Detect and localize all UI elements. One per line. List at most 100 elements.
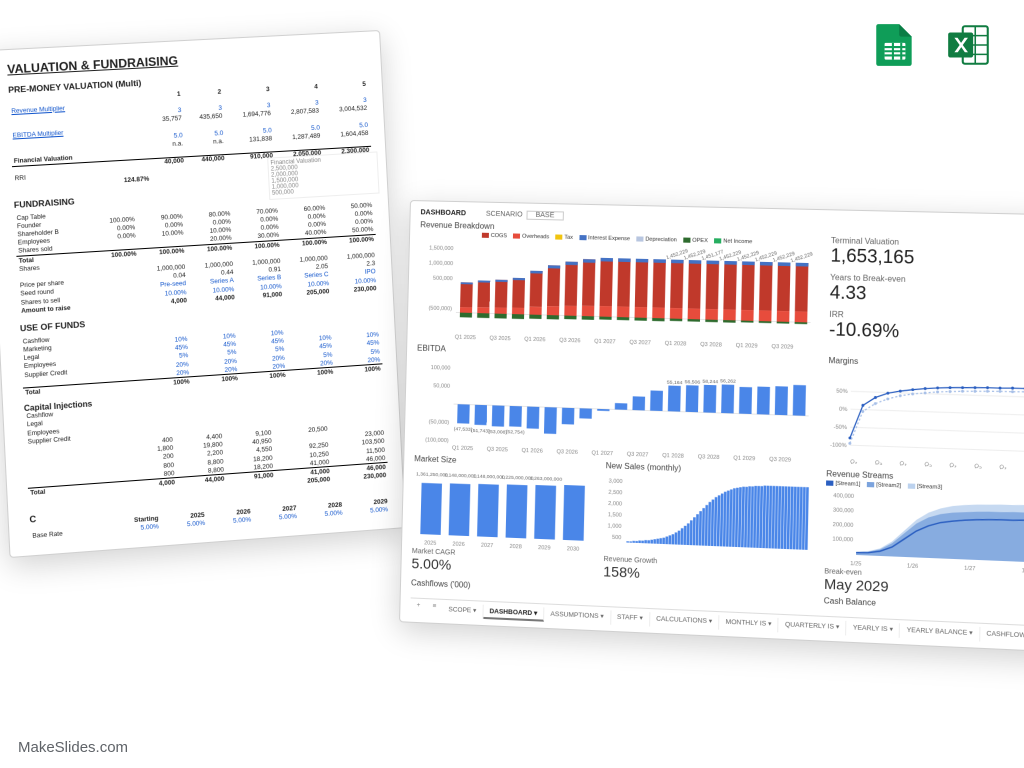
svg-text:(51,743): (51,743) bbox=[471, 428, 490, 435]
svg-text:(100,000): (100,000) bbox=[425, 437, 449, 444]
svg-text:Q1 2026: Q1 2026 bbox=[524, 337, 545, 344]
svg-text:1/26: 1/26 bbox=[907, 563, 918, 570]
svg-text:Q3 2026: Q3 2026 bbox=[556, 449, 578, 456]
svg-text:50%: 50% bbox=[836, 389, 848, 396]
kpi-termval: 1,653,165 bbox=[830, 245, 1024, 274]
svg-text:Q1 2025: Q1 2025 bbox=[452, 445, 473, 452]
svg-text:Q1 2028: Q1 2028 bbox=[997, 464, 1019, 473]
svg-text:2030: 2030 bbox=[567, 546, 580, 553]
svg-text:55,164: 55,164 bbox=[667, 379, 683, 386]
cashbal-title: Cash Balance bbox=[824, 596, 1024, 618]
margins-panel: Margins Gross MarginNet Margin 50%0%-50%… bbox=[826, 356, 1024, 476]
tab-yearly-balance[interactable]: YEARLY BALANCE ▾ bbox=[900, 623, 980, 641]
dashboard-sheet: DASHBOARD SCENARIO BASE Revenue Breakdow… bbox=[399, 200, 1024, 656]
margins-chart: 50%0%-50%-100%Q1 2025Q3 2025Q1 2026Q3 20… bbox=[826, 375, 1024, 472]
svg-text:(500,000): (500,000) bbox=[428, 306, 452, 313]
svg-text:1/27: 1/27 bbox=[964, 566, 975, 573]
scenario-selector[interactable]: BASE bbox=[526, 211, 563, 221]
svg-text:(50,000): (50,000) bbox=[429, 419, 450, 426]
excel-icon bbox=[944, 20, 994, 70]
svg-text:Q3 2027: Q3 2027 bbox=[627, 452, 649, 459]
svg-text:300,000: 300,000 bbox=[833, 508, 854, 515]
tab-scope[interactable]: SCOPE ▾ bbox=[442, 603, 483, 619]
svg-text:200,000: 200,000 bbox=[833, 522, 854, 529]
svg-text:2028: 2028 bbox=[509, 544, 521, 551]
svg-text:Q1 2027: Q1 2027 bbox=[594, 339, 616, 346]
svg-text:Q3 2029: Q3 2029 bbox=[769, 457, 791, 464]
tab-calculations[interactable]: CALCULATIONS ▾ bbox=[650, 612, 720, 630]
revenue-chart: 1,500,0001,000,000500,000(500,000)1,452,… bbox=[417, 239, 816, 351]
captable: Cap TableFounder100.00%90.00%80.00%70.00… bbox=[14, 193, 378, 315]
svg-text:400,000: 400,000 bbox=[833, 493, 854, 500]
svg-text:Q1 2027: Q1 2027 bbox=[947, 462, 969, 473]
revenue-breakdown-panel: Revenue Breakdown COGSOverheadsTaxIntere… bbox=[417, 220, 816, 351]
svg-text:Q1 2026: Q1 2026 bbox=[898, 460, 920, 472]
svg-text:Q1 2028: Q1 2028 bbox=[665, 341, 687, 348]
sheets-menu-button[interactable]: ≡ bbox=[426, 602, 442, 617]
svg-text:500,000: 500,000 bbox=[433, 276, 453, 283]
svg-text:1,263,000,000: 1,263,000,000 bbox=[530, 476, 563, 483]
svg-text:Q3 2026: Q3 2026 bbox=[559, 338, 580, 345]
tab-cashflow[interactable]: CASHFLOW ▾ bbox=[980, 627, 1024, 644]
svg-text:-100%: -100% bbox=[830, 442, 847, 449]
svg-text:(47,533): (47,533) bbox=[454, 426, 473, 433]
tab-dashboard[interactable]: DASHBOARD ▾ bbox=[483, 605, 544, 622]
svg-text:2025: 2025 bbox=[424, 540, 436, 547]
svg-text:Q3 2026: Q3 2026 bbox=[923, 461, 945, 472]
svg-text:100,000: 100,000 bbox=[431, 365, 451, 372]
svg-text:500: 500 bbox=[612, 535, 621, 542]
svg-text:Q1 2028: Q1 2028 bbox=[662, 453, 684, 460]
app-icons bbox=[870, 20, 994, 70]
revstreams-chart: 400,000 300,000 200,000 100,000 1/25 1/26 1/27… bbox=[824, 489, 1024, 577]
svg-text:Q3 2029: Q3 2029 bbox=[771, 344, 793, 351]
svg-text:Q3 2025: Q3 2025 bbox=[487, 447, 508, 454]
market-chart: 1,361,250,0001,148,000,0001,148,000,0001… bbox=[412, 465, 595, 553]
google-sheets-icon bbox=[870, 20, 920, 70]
row3-left: Market Size 1,361,250,0001,148,000,0001,… bbox=[411, 454, 811, 591]
svg-text:Q3 2025: Q3 2025 bbox=[489, 336, 510, 343]
newsales-chart: 3,0002,5002,0001,5001,000500 bbox=[604, 472, 812, 562]
svg-text:Q1 2027: Q1 2027 bbox=[592, 450, 614, 457]
kpi-irr: -10.69% bbox=[829, 319, 1024, 349]
svg-text:58,244: 58,244 bbox=[702, 379, 718, 386]
svg-text:2,000: 2,000 bbox=[608, 501, 622, 508]
dashboard-label: DASHBOARD bbox=[421, 209, 467, 217]
svg-text:0%: 0% bbox=[839, 407, 848, 413]
svg-text:100,000: 100,000 bbox=[832, 536, 853, 543]
ebitda-panel: EBITDA 100,00050,000(50,000)(100,000)(47… bbox=[414, 344, 814, 465]
valuation-sheet: VALUATION & FUNDRAISING PRE-MONEY VALUAT… bbox=[0, 30, 406, 558]
kpi-ybe: 4.33 bbox=[830, 282, 1024, 311]
ebitda-chart: 100,00050,000(50,000)(100,000)(47,533)(5… bbox=[414, 355, 813, 465]
svg-text:Q3 2027: Q3 2027 bbox=[972, 463, 994, 473]
svg-text:2026: 2026 bbox=[452, 541, 464, 548]
svg-text:(52,754): (52,754) bbox=[506, 429, 525, 436]
svg-text:1,500,000: 1,500,000 bbox=[429, 245, 454, 252]
tab-yearly-is[interactable]: YEARLY IS ▾ bbox=[846, 621, 900, 638]
tab-quarterly-is[interactable]: QUARTERLY IS ▾ bbox=[779, 618, 847, 636]
kpi-panel: Terminal Valuation 1,653,165 Years to Br… bbox=[829, 230, 1024, 361]
svg-text:Q1 2025: Q1 2025 bbox=[455, 335, 476, 342]
add-sheet-button[interactable]: + bbox=[410, 601, 426, 616]
svg-text:1,000,000: 1,000,000 bbox=[429, 261, 454, 268]
svg-text:Q3 2027: Q3 2027 bbox=[629, 340, 651, 347]
watermark: MakeSlides.com bbox=[18, 739, 128, 756]
svg-text:2029: 2029 bbox=[538, 545, 551, 552]
svg-text:1,500: 1,500 bbox=[608, 512, 622, 519]
svg-text:Q1 2029: Q1 2029 bbox=[733, 455, 755, 462]
svg-text:-50%: -50% bbox=[834, 425, 848, 432]
svg-text:Q3 2028: Q3 2028 bbox=[698, 454, 720, 461]
svg-text:2,500: 2,500 bbox=[608, 490, 622, 497]
svg-text:Q3 2028: Q3 2028 bbox=[700, 342, 722, 349]
fin-valuation-minichart: Financial Valuation 2,500,0002,000,0001,… bbox=[267, 151, 379, 200]
svg-text:50,000: 50,000 bbox=[433, 383, 450, 390]
svg-text:1,000: 1,000 bbox=[608, 523, 622, 530]
tab-monthly-is[interactable]: MONTHLY IS ▾ bbox=[719, 615, 779, 632]
svg-text:56,262: 56,262 bbox=[720, 378, 736, 385]
svg-text:(53,008): (53,008) bbox=[488, 429, 507, 436]
svg-text:2027: 2027 bbox=[481, 543, 493, 550]
tab-staff[interactable]: STAFF ▾ bbox=[611, 610, 650, 626]
svg-text:Q1 2026: Q1 2026 bbox=[521, 448, 542, 455]
svg-text:1/25: 1/25 bbox=[850, 561, 861, 568]
svg-text:56,506: 56,506 bbox=[685, 379, 701, 386]
tab-assumptions[interactable]: ASSUMPTIONS ▾ bbox=[544, 607, 611, 624]
